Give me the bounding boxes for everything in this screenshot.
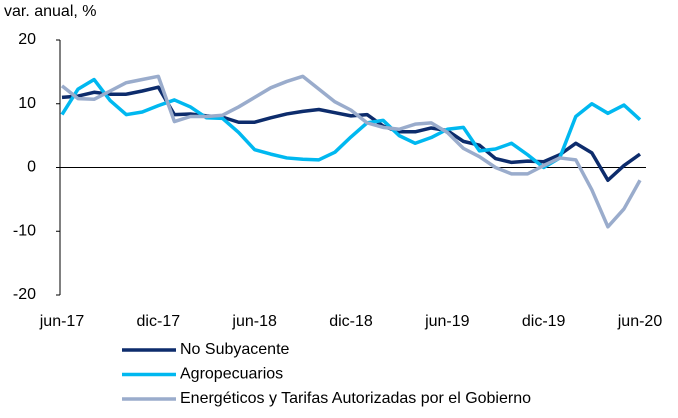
series-line (60, 74, 642, 229)
x-tick-label: jun-20 (617, 313, 663, 330)
y-tick-label: 0 (27, 159, 36, 176)
legend-label: Agropecuarios (180, 366, 283, 383)
legend-label: Energéticos y Tarifas Autorizadas por el… (180, 390, 531, 407)
series-line (60, 77, 642, 170)
y-tick-label: -10 (13, 222, 36, 239)
x-tick-label: dic-18 (329, 313, 373, 330)
series-line (61, 85, 642, 182)
y-axis-label: var. anual, % (4, 3, 97, 20)
y-tick-label: -20 (13, 286, 36, 303)
x-tick-label: jun-18 (231, 313, 277, 330)
x-tick-label: jun-19 (424, 313, 470, 330)
y-tick-label: 20 (18, 31, 36, 48)
x-tick-label: dic-17 (137, 313, 181, 330)
x-tick-label: dic-19 (522, 313, 566, 330)
y-tick-label: 10 (18, 95, 36, 112)
legend-label: No Subyacente (180, 341, 290, 358)
x-tick-label: jun-17 (39, 313, 85, 330)
